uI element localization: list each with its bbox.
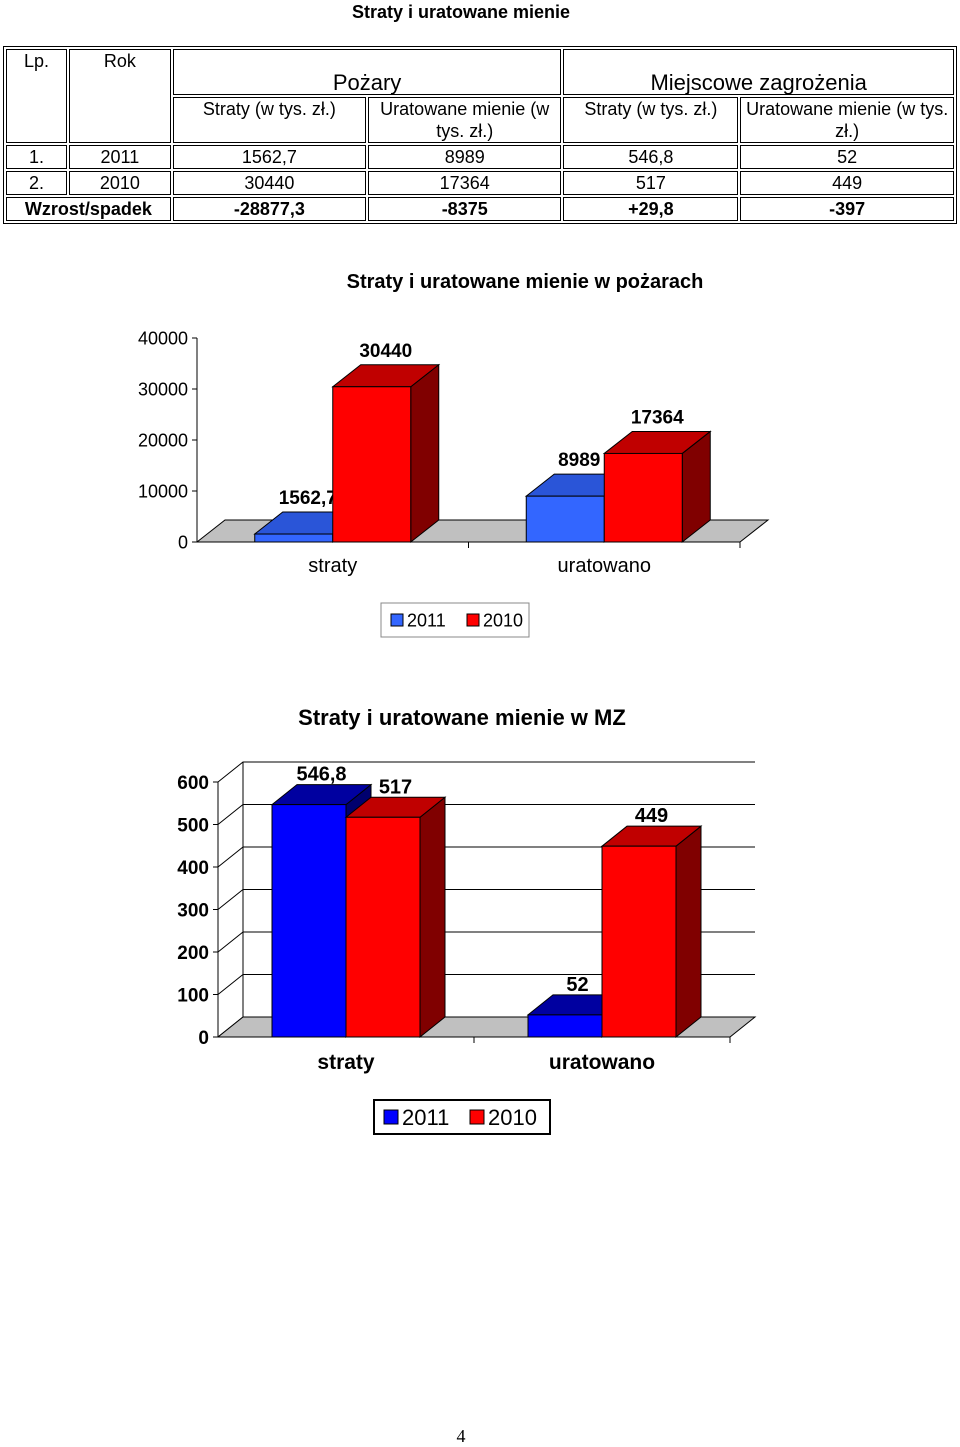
chart-title: Straty i uratowane mienie w pożarach <box>347 271 704 293</box>
data-label: 30440 <box>359 341 412 362</box>
legend-box <box>380 602 530 638</box>
bar-2010-straty <box>332 386 412 543</box>
y-tick-label: 40000 <box>138 328 188 348</box>
header-mz: Miejscowe zagrożenia <box>563 49 954 95</box>
bar-2010-uratowano <box>603 452 683 543</box>
bar-side <box>410 363 440 544</box>
bar-side <box>675 825 702 1039</box>
footer-value: +29,8 <box>563 197 739 221</box>
header-lp: Lp. <box>6 49 68 143</box>
y-tick-label: 200 <box>177 943 209 964</box>
y-tick-label: 500 <box>177 815 209 836</box>
x-category-label: straty <box>317 1051 375 1074</box>
cell-rok: 2010 <box>69 171 171 195</box>
table-row: 2. 2010 30440 17364 517 449 <box>6 171 954 195</box>
bar-2011-uratowano <box>527 1014 603 1038</box>
x-category-label: uratowano <box>558 555 651 577</box>
cell-value: 517 <box>563 171 739 195</box>
data-label: 449 <box>635 805 668 827</box>
page-number: 4 <box>456 1426 466 1446</box>
cell-lp: 1. <box>6 145 68 169</box>
legend-swatch <box>469 1109 485 1125</box>
bar-2011-straty <box>271 804 347 1038</box>
y-tick-label: 300 <box>177 900 209 921</box>
legend-swatch <box>390 613 404 627</box>
subheader-straty-mz: Straty (w tys. zł.) <box>563 97 739 143</box>
header-pozary: Pożary <box>172 49 562 95</box>
x-category-label: uratowano <box>549 1051 655 1074</box>
subheader-uratowane-pozary: Uratowane mienie (w tys. zł.) <box>368 97 562 143</box>
cell-value: 17364 <box>368 171 562 195</box>
footer-value: -397 <box>740 197 954 221</box>
bar-2011-uratowano <box>525 495 605 543</box>
footer-value: -8375 <box>368 197 562 221</box>
y-tick-label: 20000 <box>138 430 188 450</box>
legend-swatch <box>383 1109 399 1125</box>
y-tick-label: 0 <box>198 1028 209 1049</box>
data-label: 546,8 <box>296 764 346 786</box>
y-tick-label: 30000 <box>138 379 188 399</box>
y-tick-label: 0 <box>178 532 188 552</box>
subheader-straty-pozary: Straty (w tys. zł.) <box>172 97 367 143</box>
data-label: 17364 <box>631 407 684 428</box>
y-tick-label: 10000 <box>138 481 188 501</box>
cell-rok: 2011 <box>69 145 171 169</box>
legend-label: 2010 <box>483 610 523 630</box>
data-label: 52 <box>566 974 588 996</box>
chart-mz: Straty i uratowane mienie w MZ 0 100 200 300… <box>177 705 757 1135</box>
cell-value: 546,8 <box>563 145 739 169</box>
bar-2010-uratowano <box>601 845 677 1038</box>
y-tick-label: 600 <box>177 773 209 794</box>
y-tick-label: 100 <box>177 985 209 1006</box>
bar-side <box>419 796 446 1039</box>
legend-label: 2011 <box>407 610 446 630</box>
cell-lp: 2. <box>6 171 68 195</box>
subheader-uratowane-mz: Uratowane mienie (w tys. zł.) <box>740 97 954 143</box>
legend-box <box>373 1099 551 1135</box>
header-rok: Rok <box>69 49 171 143</box>
footer-label: Wzrost/spadek <box>6 197 171 221</box>
table-row: 1. 2011 1562,7 8989 546,8 52 <box>6 145 954 169</box>
x-category-label: straty <box>308 555 357 577</box>
page-title: Straty i uratowane mienie <box>351 2 571 22</box>
bar-2010-straty <box>345 816 421 1038</box>
legend-label: 2010 <box>488 1105 537 1130</box>
table-footer-row: Wzrost/spadek -28877,3 -8375 +29,8 -397 <box>6 197 954 221</box>
cell-value: 30440 <box>172 171 367 195</box>
chart-pozary: Straty i uratowane mienie w pożarach 0 100… <box>138 271 770 638</box>
chart-title: Straty i uratowane mienie w MZ <box>298 705 626 730</box>
data-label: 517 <box>379 776 412 798</box>
legend-swatch <box>466 613 480 627</box>
data-label: 1562,7 <box>279 488 337 509</box>
data-label: 8989 <box>558 450 600 471</box>
legend-label: 2011 <box>402 1105 449 1130</box>
data-table: Lp. Rok Pożary Miejscowe zagrożenia Stra… <box>3 46 957 224</box>
y-tick-label: 400 <box>177 858 209 879</box>
bar-2011-straty <box>254 533 334 543</box>
cell-value: 8989 <box>368 145 562 169</box>
footer-value: -28877,3 <box>172 197 367 221</box>
cell-value: 52 <box>740 145 954 169</box>
cell-value: 1562,7 <box>172 145 367 169</box>
cell-value: 449 <box>740 171 954 195</box>
